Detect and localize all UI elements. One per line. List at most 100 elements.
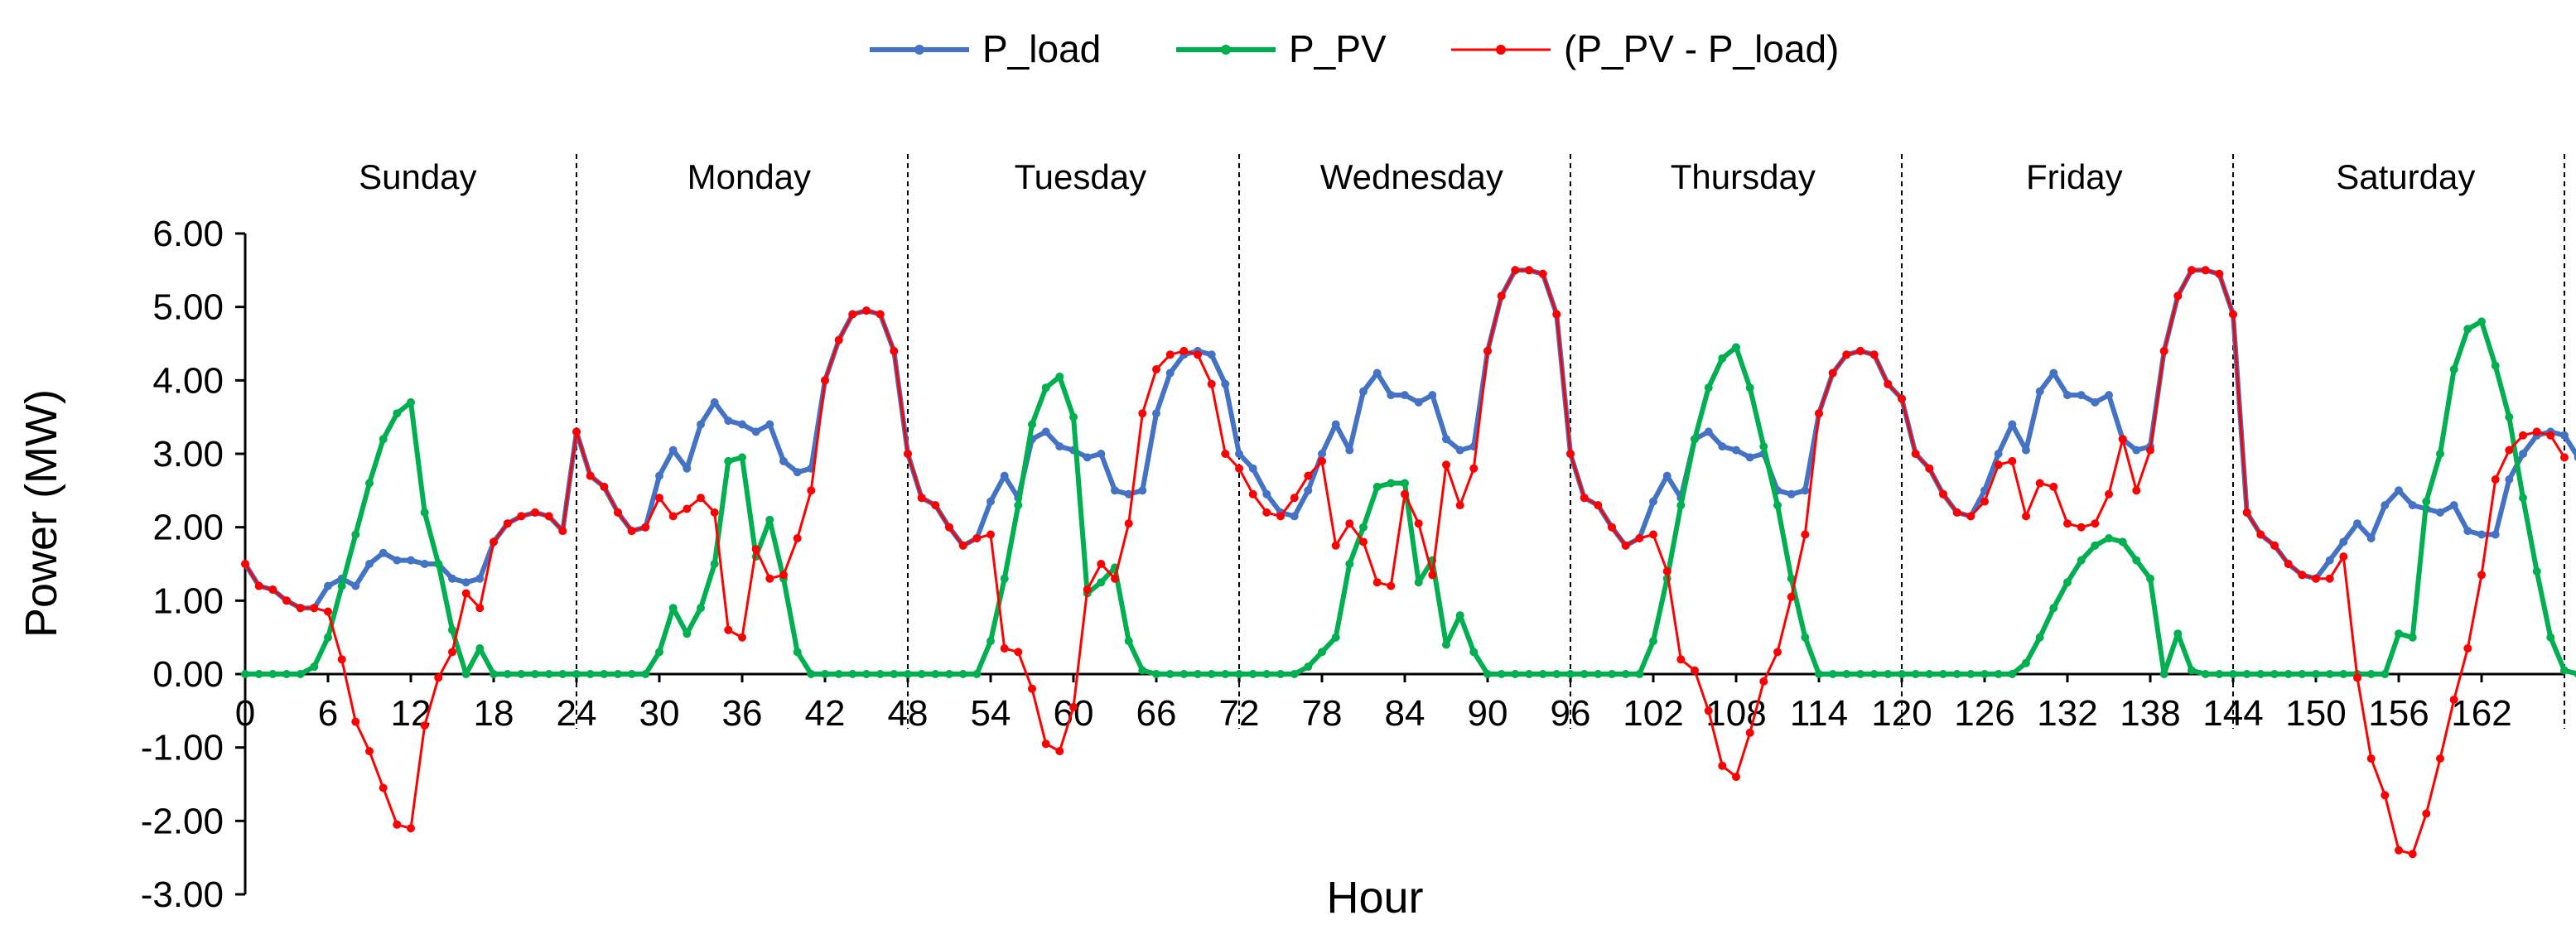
data-point [2049, 369, 2058, 378]
data-point [1041, 383, 1050, 393]
y-tick-label: 2.00 [152, 508, 224, 548]
data-point [1111, 486, 1119, 495]
data-point [324, 581, 332, 590]
x-tick-label: 120 [1871, 693, 1932, 734]
data-point [434, 673, 443, 682]
data-point [1538, 670, 1547, 678]
data-point [958, 541, 967, 550]
legend-marker [914, 45, 924, 55]
data-point [738, 633, 746, 642]
x-tick-label: 78 [1302, 693, 1343, 734]
data-point [2449, 696, 2458, 704]
data-point [779, 456, 788, 465]
data-point [490, 670, 498, 678]
x-tick-label: 48 [888, 693, 929, 734]
data-point [1165, 369, 1175, 378]
data-point [724, 417, 733, 426]
data-point [2063, 578, 2072, 587]
y-tick-label: 6.00 [152, 214, 224, 254]
data-point [710, 508, 719, 517]
y-tick-label: 0.00 [152, 654, 224, 695]
data-point [1083, 453, 1092, 462]
data-point [2381, 791, 2390, 800]
data-point [1138, 409, 1147, 418]
data-point [1000, 574, 1009, 583]
data-point [2063, 391, 2072, 400]
data-point [1069, 412, 1078, 422]
data-point [1898, 394, 1906, 403]
data-point [1869, 670, 1879, 678]
data-point [393, 409, 402, 418]
legend-marker [1221, 45, 1231, 55]
data-point [931, 670, 940, 678]
data-point [2339, 552, 2348, 561]
series-group [241, 266, 2576, 859]
data-point [1594, 501, 1603, 510]
data-point [2091, 519, 2100, 528]
data-point [1911, 450, 1920, 458]
data-point [751, 545, 760, 554]
data-point [2159, 346, 2168, 355]
data-point [1055, 442, 1064, 451]
data-point [2408, 633, 2417, 642]
data-point [1138, 666, 1147, 675]
data-point [697, 604, 705, 613]
data-point [475, 604, 485, 613]
data-point [1124, 637, 1133, 646]
series-1 [241, 266, 2576, 613]
data-point [1608, 670, 1616, 678]
data-point [1787, 592, 1796, 601]
data-point [1621, 670, 1630, 678]
data-point [241, 670, 249, 678]
data-point [282, 670, 291, 678]
data-point [1939, 670, 1947, 678]
data-point [2449, 365, 2458, 373]
data-point [1787, 574, 1796, 583]
data-point [1097, 578, 1106, 587]
data-point [1455, 446, 1464, 455]
data-point [1718, 354, 1727, 363]
data-point [1455, 501, 1464, 510]
data-point [2077, 556, 2086, 565]
data-point [1041, 739, 1050, 749]
day-label: Friday [2026, 157, 2123, 196]
day-labels: Sunday Monday Tuesday Wednesday Thursday Frid… [359, 157, 2475, 196]
data-point [448, 625, 456, 634]
data-point [1787, 489, 1796, 499]
data-point [1248, 489, 1257, 499]
data-point [2008, 456, 2017, 465]
data-point [2519, 494, 2527, 503]
data-point [1691, 666, 1699, 675]
data-point [2242, 508, 2251, 517]
data-point [2477, 317, 2486, 326]
data-point [627, 527, 636, 536]
data-point [2491, 530, 2500, 539]
data-point [2201, 266, 2210, 275]
data-point [2353, 519, 2361, 528]
data-point [1152, 365, 1160, 373]
data-point [1014, 648, 1023, 657]
data-point [1966, 512, 1975, 521]
x-tick-label: 18 [474, 693, 514, 734]
data-point [2091, 397, 2100, 407]
data-point [2395, 845, 2403, 855]
x-tick-label: 132 [2037, 693, 2097, 734]
data-point [2105, 391, 2113, 400]
chart-axes [244, 234, 2564, 894]
data-point [531, 508, 539, 517]
data-point [600, 670, 609, 678]
data-point [420, 560, 429, 568]
data-point [2353, 673, 2361, 682]
data-point [876, 310, 885, 319]
data-point [310, 604, 319, 613]
data-point [2105, 489, 2113, 499]
data-point [475, 574, 485, 583]
data-point [1469, 648, 1479, 657]
data-point [683, 464, 692, 473]
series-3 [241, 266, 2569, 859]
data-point [1718, 442, 1727, 451]
y-tick-label: 1.00 [152, 580, 224, 621]
data-point [241, 560, 249, 568]
data-point [503, 670, 512, 678]
legend-label: P_PV [1289, 27, 1387, 70]
